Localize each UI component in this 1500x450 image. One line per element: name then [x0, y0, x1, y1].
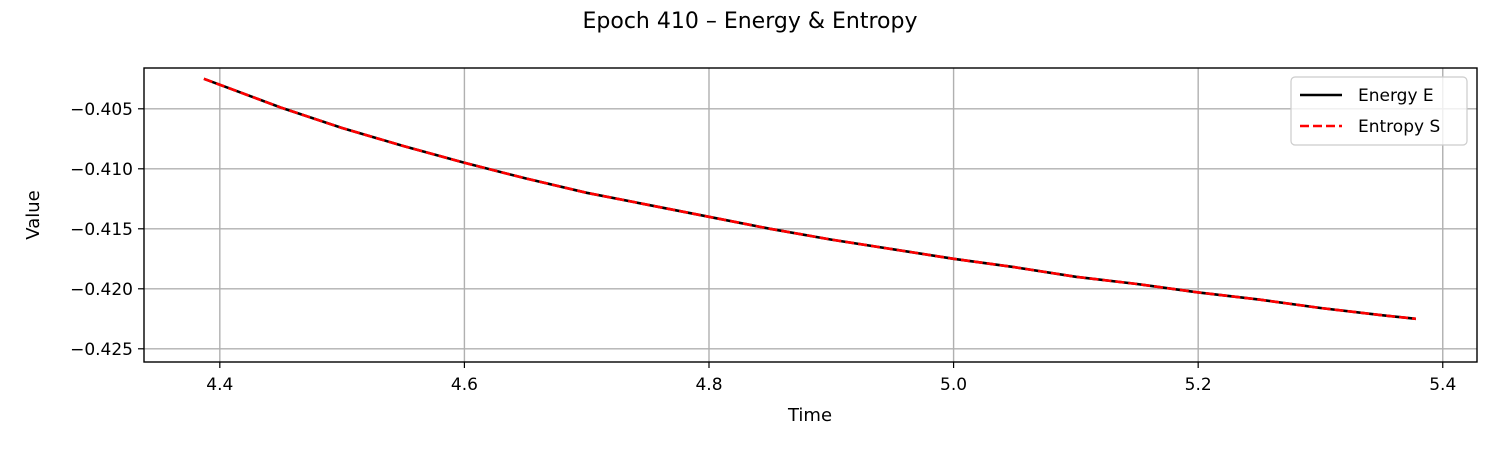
x-tick-label: 4.8 [695, 375, 722, 395]
x-axis-label: Time [787, 405, 832, 426]
y-tick-label: −0.405 [70, 100, 133, 120]
grid [144, 68, 1477, 362]
y-tick-label: −0.420 [70, 280, 133, 300]
axis-ticks: 4.4 4.6 4.8 5.0 5.2 5.4 −0.405 −0.410 −0.415 −0.4… [70, 100, 1456, 395]
legend: Energy E Entropy S [1290, 76, 1468, 146]
series-layer [203, 77, 1417, 321]
y-tick-label: −0.415 [70, 220, 133, 240]
legend-label-entropy: Entropy S [1358, 117, 1440, 137]
series-line-entropy [203, 77, 1417, 321]
y-tick-label: −0.410 [70, 160, 133, 180]
legend-label-energy: Energy E [1358, 86, 1434, 106]
x-tick-label: 4.4 [206, 375, 233, 395]
y-tick-label: −0.425 [70, 340, 133, 360]
x-tick-label: 5.2 [1185, 375, 1212, 395]
x-tick-label: 4.6 [451, 375, 478, 395]
chart-title: Epoch 410 – Energy & Entropy [583, 9, 918, 34]
y-axis-label: Value [23, 190, 44, 239]
x-tick-label: 5.4 [1429, 375, 1456, 395]
x-tick-label: 5.0 [940, 375, 967, 395]
plot-frame [143, 67, 1478, 363]
series-line-energy [203, 77, 1417, 321]
